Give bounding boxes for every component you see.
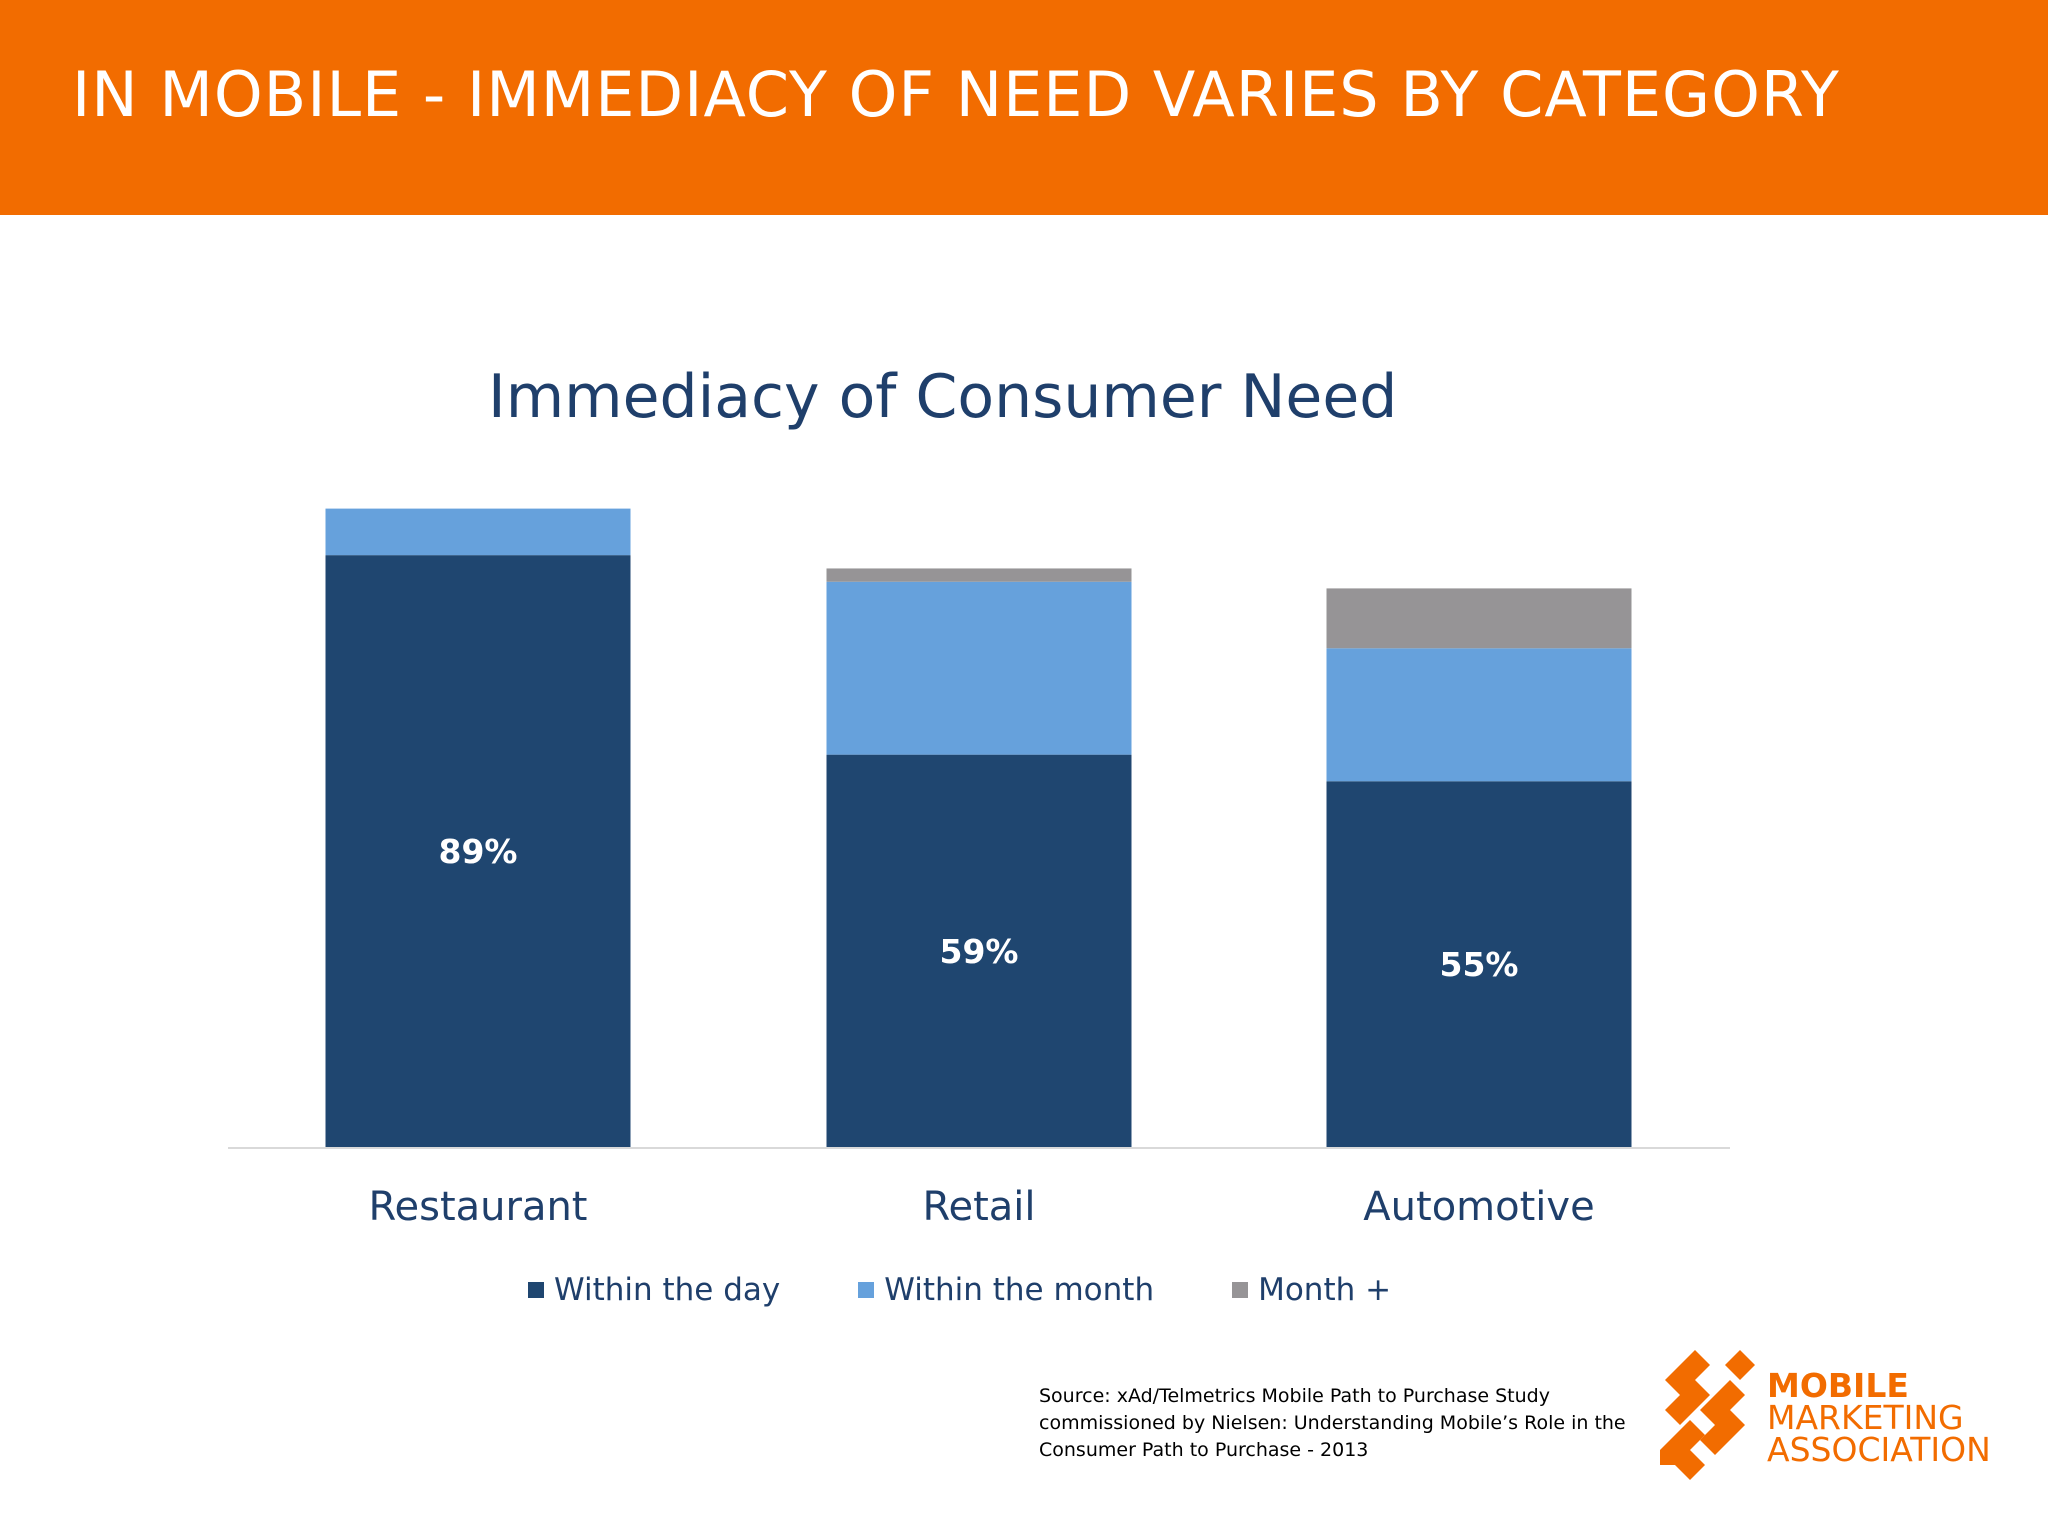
legend-swatch-within-month xyxy=(858,1282,875,1298)
bar-segment-retail-s1 xyxy=(826,581,1132,755)
bar-segment-automotive-s0 xyxy=(1326,781,1632,1147)
bar-segment-retail-s2 xyxy=(826,568,1132,582)
source-line: Source: xAd/Telmetrics Mobile Path to Pu… xyxy=(1039,1385,1550,1407)
source-line: commissioned by Nielsen: Understanding M… xyxy=(1039,1412,1626,1434)
logo-line-3: ASSOCIATION xyxy=(1767,1430,1991,1469)
data-label-restaurant: 89% xyxy=(439,832,518,871)
legend-label-within-day: Within the day xyxy=(554,1272,781,1308)
mma-logo: MOBILE MARKETING ASSOCIATION xyxy=(1655,1340,2015,1490)
legend-item-month-plus: Month + xyxy=(1232,1272,1391,1308)
legend-item-within-month: Within the month xyxy=(858,1272,1154,1308)
data-label-automotive: 55% xyxy=(1440,945,1519,984)
legend-item-within-day: Within the day xyxy=(528,1272,780,1308)
logo-line-1: MOBILE xyxy=(1767,1366,1909,1405)
bar-segment-restaurant-s1 xyxy=(325,508,631,556)
source-line: Consumer Path to Purchase - 2013 xyxy=(1039,1439,1369,1461)
data-label-retail: 59% xyxy=(940,932,1019,971)
mma-logo-mark-icon xyxy=(1660,1350,1755,1480)
chart-title: Immediacy of Consumer Need xyxy=(488,362,1398,432)
legend-label-within-month: Within the month xyxy=(884,1272,1155,1308)
category-label-retail: Retail xyxy=(922,1184,1035,1230)
source-note: Source: xAd/Telmetrics Mobile Path to Pu… xyxy=(1039,1383,1639,1464)
logo-line-2: MARKETING xyxy=(1767,1398,1964,1437)
category-label-restaurant: Restaurant xyxy=(369,1184,588,1230)
page-title: IN MOBILE - IMMEDIACY OF NEED VARIES BY … xyxy=(72,58,1840,131)
bar-segment-automotive-s2 xyxy=(1326,588,1632,649)
bar-segment-restaurant-s0 xyxy=(325,555,631,1147)
chart-legend: Within the day Within the month Month + xyxy=(528,1268,1391,1312)
category-label-automotive: Automotive xyxy=(1363,1184,1594,1230)
bar-segment-retail-s0 xyxy=(826,754,1132,1147)
mma-logo-text: MOBILE MARKETING ASSOCIATION xyxy=(1767,1366,1991,1469)
legend-swatch-within-day xyxy=(528,1282,544,1298)
bar-segment-automotive-s1 xyxy=(1326,648,1632,782)
legend-label-month-plus: Month + xyxy=(1258,1272,1392,1308)
header-banner: IN MOBILE - IMMEDIACY OF NEED VARIES BY … xyxy=(0,0,2048,215)
legend-swatch-month-plus xyxy=(1232,1282,1249,1298)
